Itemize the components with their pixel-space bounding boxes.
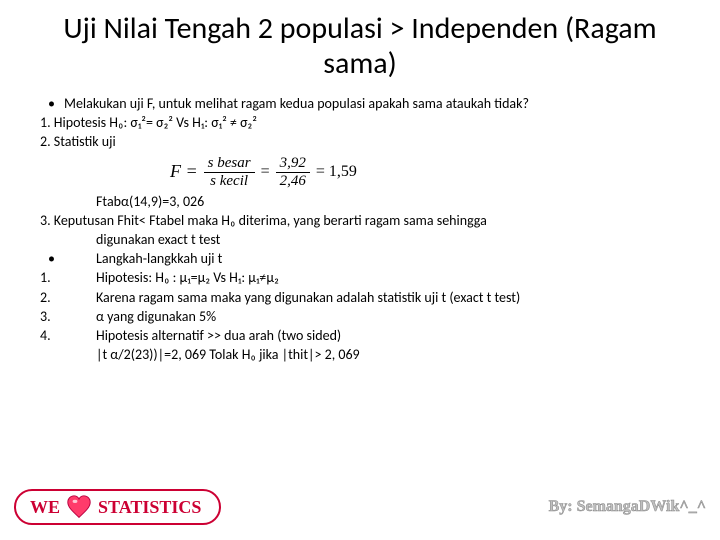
formula-lhs: F = — [170, 160, 198, 183]
item-hipotesis-f: 1. Hipotesis H₀: σ₁²= σ₂² Vs H₁: σ₁² ≠ σ… — [40, 114, 680, 132]
byline: By: SemangaDWik^_^ — [549, 498, 706, 516]
item-keputusan: 3. Keputusan Fhit< Ftabel maka H₀ diteri… — [40, 212, 680, 230]
ftab-line: Ftabα(14,9)=3, 026 — [40, 193, 680, 211]
row-step2: 2. Karena ragam sama maka yang digunakan… — [40, 289, 680, 307]
frac1-bot: s kecil — [206, 173, 252, 189]
frac1-top: s besar — [204, 156, 255, 173]
bullet-dot: • — [40, 250, 96, 268]
row-step3: 3. α yang digunakan 5% — [40, 308, 680, 326]
slide-body: Uji Nilai Tengah 2 populasi > Independen… — [0, 0, 720, 364]
fraction-numeric: 3,92 2,46 — [276, 156, 310, 189]
row-step1: 1. Hipotesis: H₀ : μ₁=μ₂ Vs H₁: μ₁≠μ₂ — [40, 269, 680, 287]
frac2-top: 3,92 — [276, 156, 310, 173]
step-ragam: Karena ragam sama maka yang digunakan ad… — [96, 289, 520, 307]
badge-statistics: STATISTICS — [98, 497, 201, 518]
step-alpha: α yang digunakan 5% — [96, 308, 216, 326]
item-keputusan-cont: digunakan exact t test — [40, 231, 680, 249]
step-num-4: 4. — [40, 327, 96, 345]
item-statistik-uji: 2. Statistik uji — [40, 133, 680, 151]
we-love-statistics-badge: WE STATISTICS — [14, 489, 221, 525]
row-langkah: • Langkah-langkkah uji t — [40, 250, 680, 268]
footer: WE STATISTICS By: SemangaDWik^_^ — [14, 484, 706, 530]
step-num-2: 2. — [40, 289, 96, 307]
step-num-1: 1. — [40, 269, 96, 287]
formula-rhs: = 1,59 — [316, 162, 357, 183]
bullet-langkah: Langkah-langkkah uji t — [96, 250, 222, 268]
step-ttab: |t α/2(23))|=2, 069 Tolak H₀ jika |thit|… — [40, 346, 680, 364]
frac2-bot: 2,46 — [276, 173, 310, 189]
formula-mid: = — [261, 162, 270, 183]
slide-content: Melakukan uji F, untuk melihat ragam ked… — [40, 95, 680, 364]
step-num-3: 3. — [40, 308, 96, 326]
slide-title: Uji Nilai Tengah 2 populasi > Independen… — [40, 12, 680, 81]
row-step4: 4. Hipotesis alternatif >> dua arah (two… — [40, 327, 680, 345]
fraction-symbolic: s besar s kecil — [204, 156, 255, 189]
step-alternatif: Hipotesis alternatif >> dua arah (two si… — [96, 327, 341, 345]
step-hipotesis: Hipotesis: H₀ : μ₁=μ₂ Vs H₁: μ₁≠μ₂ — [96, 269, 279, 287]
heart-icon — [66, 495, 92, 519]
badge-we: WE — [30, 497, 60, 518]
formula-f: F = s besar s kecil = 3,92 2,46 = 1,59 — [170, 156, 680, 189]
bullet-uji-f: Melakukan uji F, untuk melihat ragam ked… — [40, 95, 680, 113]
